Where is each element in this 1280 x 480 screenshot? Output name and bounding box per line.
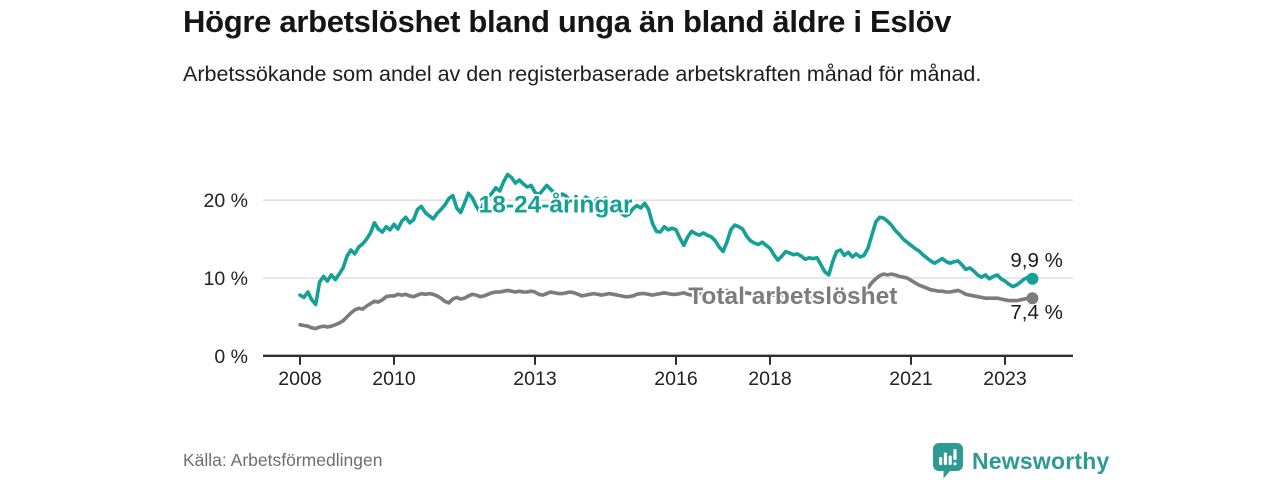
chart-title: Högre arbetslöshet bland unga än bland ä… [183,4,952,39]
y-tick-label-10: 10 % [204,268,248,290]
logo-bars-icon [939,449,957,466]
series-end-dot-18-24-åringar [1026,272,1039,285]
x-tick-label-2013: 2013 [513,368,556,390]
newsworthy-logo-text: Newsworthy [972,447,1110,474]
source-note: Källa: Arbetsförmedlingen [183,450,383,470]
series-end-label-18-24-åringar: 9,9 % [1010,249,1062,272]
chart-subtitle: Arbetssökande som andel av den registerb… [183,62,982,86]
x-tick-label-2018: 2018 [748,368,791,390]
series-end-label-Total arbetslöshet: 7,4 % [1010,301,1062,324]
series-end-dot-Total arbetslöshet [1026,292,1039,305]
series-line-Total arbetslöshet [298,272,1035,331]
x-tick-label-2023: 2023 [983,368,1026,390]
series-inline-label-Total arbetslöshet: Total arbetslöshet [688,283,897,310]
y-tick-label-20: 20 % [204,190,248,212]
x-tick-label-2016: 2016 [654,368,697,390]
series-line-18-24-åringar [298,172,1035,307]
newsworthy-logo-icon [933,443,963,479]
newsworthy-logo[interactable]: Newsworthy [933,443,1109,479]
series-inline-label-18-24-åringar: 18-24-åringar [479,192,633,219]
y-tick-label-0: 0 % [214,346,248,368]
x-tick-label-2021: 2021 [889,368,932,390]
x-tick-label-2008: 2008 [278,368,321,390]
x-tick-label-2010: 2010 [372,368,416,390]
